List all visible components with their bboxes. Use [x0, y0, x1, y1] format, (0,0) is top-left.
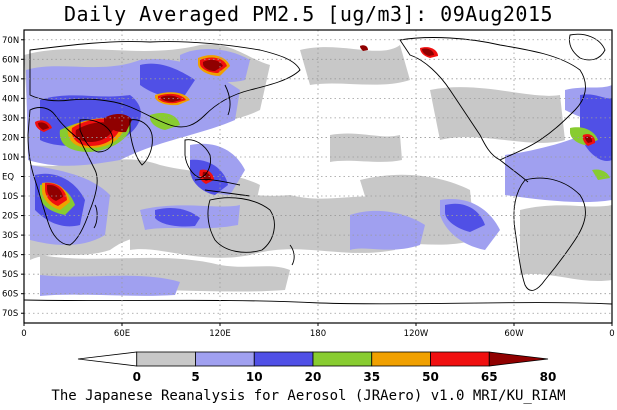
pm25-field-darkred: [585, 136, 593, 143]
coastline-greenland: [569, 33, 606, 61]
lat-label: 20S: [2, 212, 18, 222]
colorbar-segment: [312, 351, 373, 367]
coastline-south-america: [513, 177, 586, 291]
colorbar-label: 10: [246, 370, 263, 384]
colorbar-segment: [488, 351, 549, 367]
lat-label: 50S: [2, 270, 18, 280]
pm25-field-darkred: [202, 171, 211, 181]
colorbar: 0 5 10 20 35 50 65 80: [77, 351, 557, 384]
lon-label: 120E: [209, 329, 231, 339]
pm25-field-blue: [140, 63, 195, 97]
footer-credit: The Japanese Reanalysis for Aerosol (JRA…: [51, 388, 566, 404]
lat-label: 70N: [2, 36, 19, 46]
pm25-field-lightblue: [40, 275, 180, 296]
longitude-labels: 0 60E 120E 180 120W 60W 0: [21, 323, 615, 339]
coastline-indonesia: [194, 179, 251, 197]
pm25-field-gray: [430, 87, 565, 143]
pm25-field-blue: [445, 203, 485, 232]
lat-label: 40S: [2, 251, 18, 261]
pm25-field-lightblue: [350, 210, 425, 250]
pm25-field-darkred: [203, 59, 223, 71]
colorbar-label: 35: [363, 370, 380, 384]
lon-label: 180: [310, 329, 326, 339]
colorbar-label: 0: [133, 370, 141, 384]
map-title: Daily Averaged PM2.5 [ug/m3]: 09Aug2015: [63, 2, 554, 26]
lat-label: 70S: [2, 309, 18, 319]
lon-label: 60E: [114, 329, 130, 339]
lat-label: 10N: [2, 153, 19, 163]
lat-label: 40N: [2, 94, 19, 104]
coastline-madagascar: [93, 204, 98, 229]
colorbar-segment: [371, 351, 431, 367]
coastline-central-america: [499, 159, 529, 183]
pm25-field-darkred: [47, 184, 63, 201]
lat-label: 50N: [2, 75, 19, 85]
coastline-india: [129, 119, 153, 166]
lon-label: 0: [21, 329, 26, 339]
colorbar-label: 20: [305, 370, 322, 384]
pm25-field-darkred: [161, 95, 181, 102]
latitude-labels: 70N 60N 50N 40N 30N 20N 10N EQ 10S 20S 30S 40S 50S 60…: [2, 36, 24, 319]
pm25-field-darkred: [360, 45, 368, 51]
lat-label: 10S: [2, 192, 18, 202]
lat-label: EQ: [2, 173, 14, 183]
coastline-arabia: [79, 119, 114, 153]
colorbar-segment: [136, 351, 196, 367]
pm25-field-darkred: [422, 48, 434, 56]
pm25-field-darkred: [104, 114, 132, 133]
pm25-field-gray: [520, 205, 612, 282]
colorbar-segment: [77, 351, 138, 367]
lon-label: 60W: [504, 329, 524, 339]
coastline-australia: [207, 197, 275, 253]
colorbar-label: 5: [191, 370, 199, 384]
coastlines: [23, 33, 613, 305]
lat-label: 30N: [2, 114, 19, 124]
colorbar-label: 50: [422, 370, 439, 384]
coastline-eurasia-north: [29, 41, 301, 128]
pm25-field-gray: [330, 133, 402, 162]
pm25-field-blue: [155, 207, 200, 227]
pm25-field-gray: [300, 45, 410, 85]
coastline-japan: [224, 84, 231, 116]
coastline-southeast-asia: [184, 139, 211, 179]
lon-label: 0: [609, 329, 614, 339]
colorbar-label: 80: [540, 370, 557, 384]
pm25-field-gray: [130, 187, 400, 258]
pm25-field-darkred: [38, 122, 49, 130]
colorbar-label: 65: [481, 370, 498, 384]
colorbar-segment: [430, 351, 490, 367]
lat-label: 30S: [2, 231, 18, 241]
coastline-north-america: [399, 37, 586, 161]
coastline-africa: [27, 107, 98, 246]
pm25-field-green: [592, 169, 610, 180]
colorbar-segment: [195, 351, 255, 367]
lat-label: 20N: [2, 133, 19, 143]
colorbar-segment: [253, 351, 314, 367]
lat-label: 60S: [2, 290, 18, 300]
lat-label: 60N: [2, 55, 19, 65]
lon-label: 120W: [404, 329, 429, 339]
coastline-antarctica: [23, 299, 613, 305]
graticule: [24, 30, 612, 323]
